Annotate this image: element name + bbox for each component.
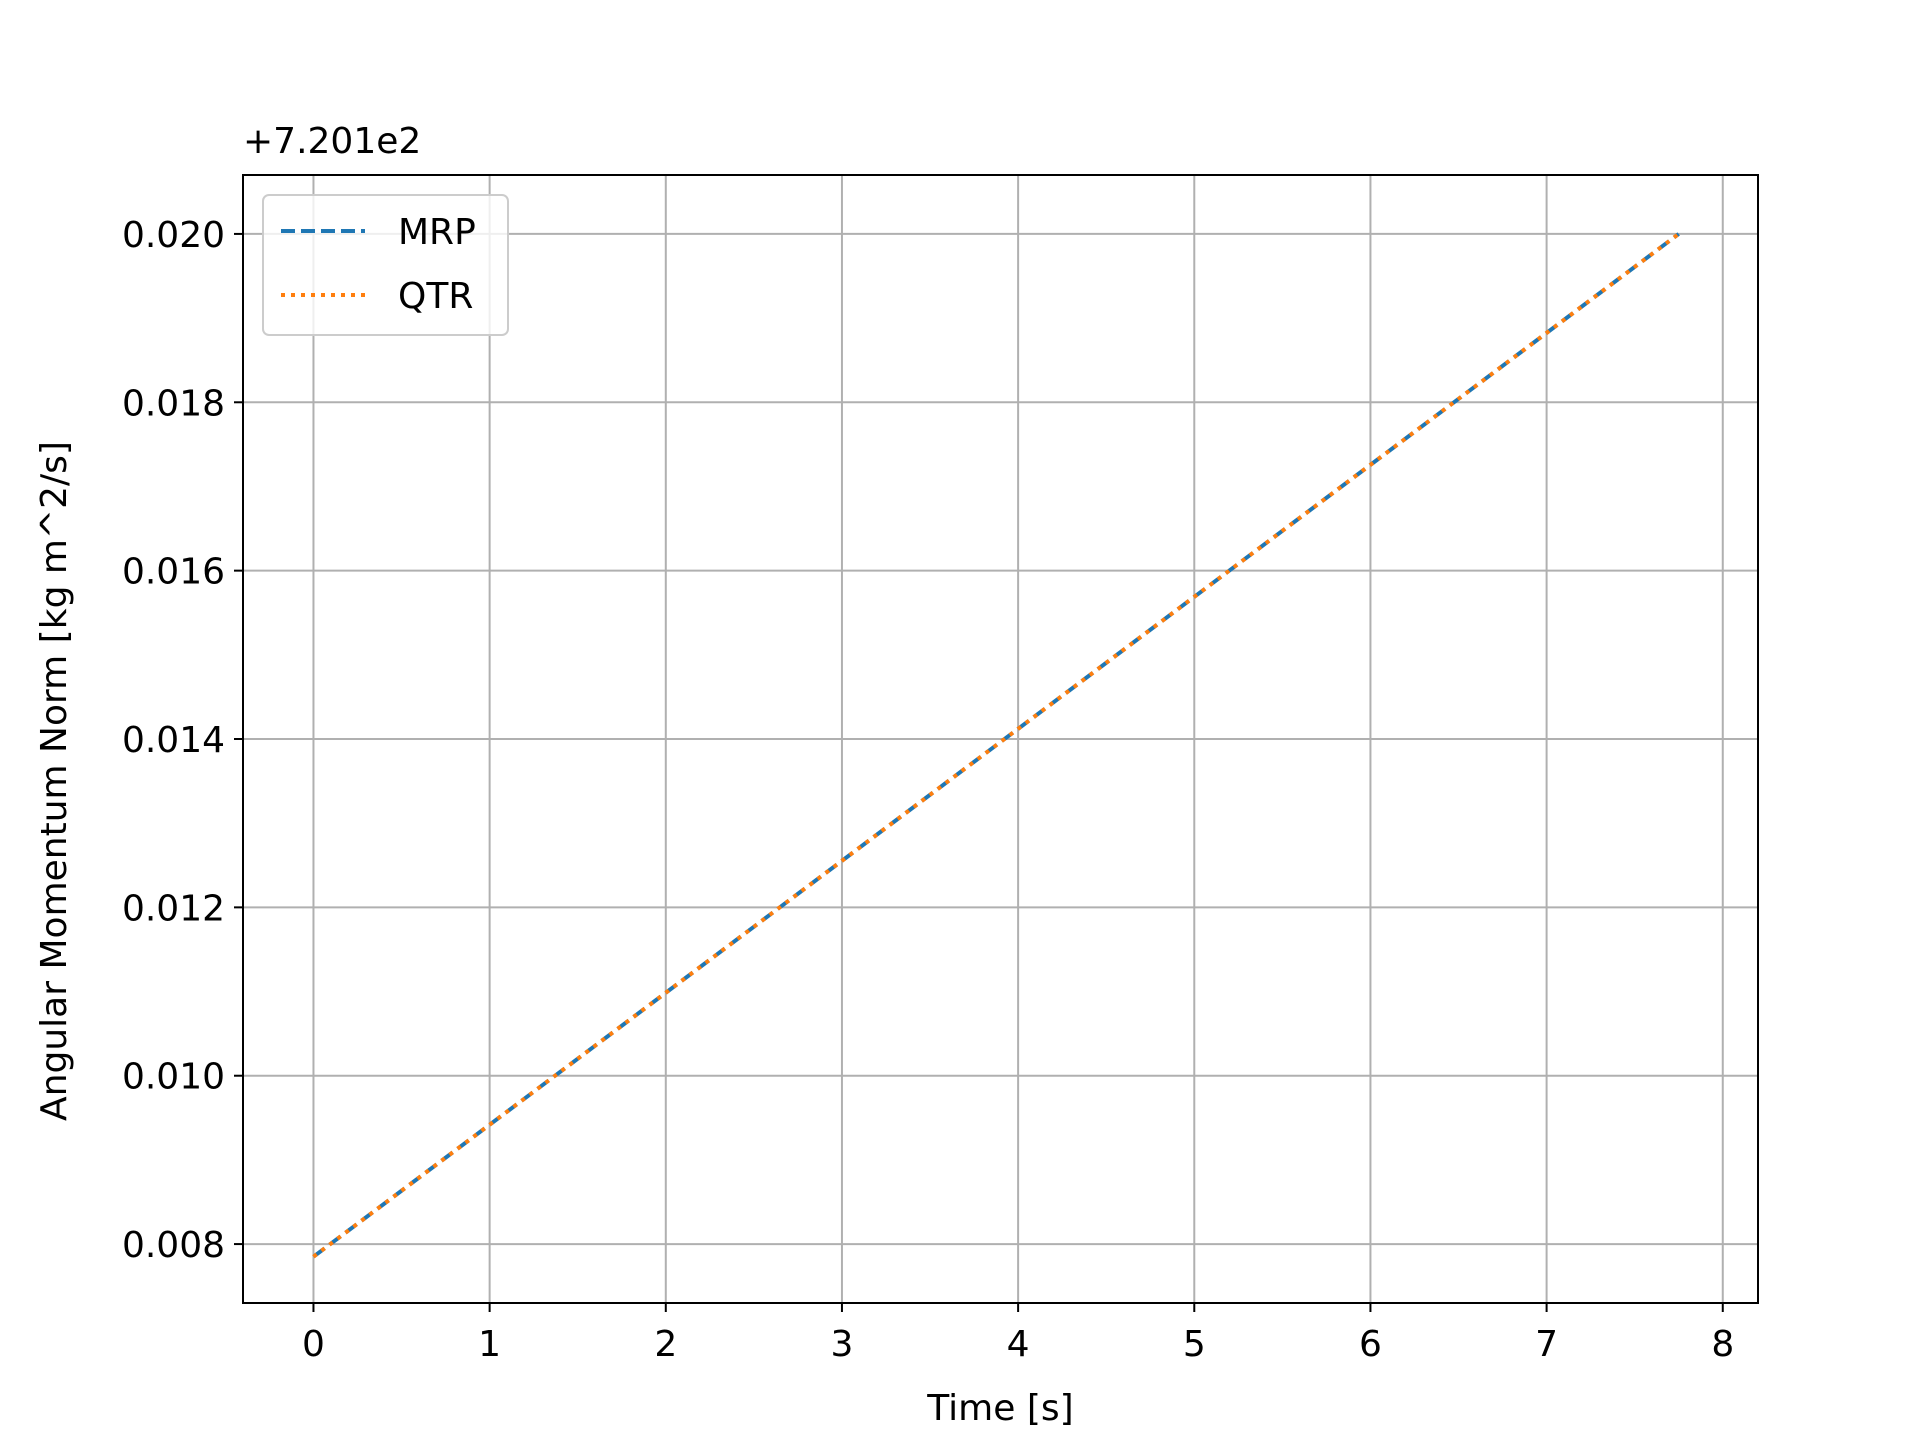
x-tick-label: 5	[1183, 1324, 1206, 1365]
ticks: 0 1 2 3 4 5 6 7 8 0.008 0.010 0.012 0.014 0.016 0.018 0…	[122, 215, 1734, 1365]
x-tick-label: 3	[831, 1324, 854, 1365]
x-tick-label: 1	[478, 1324, 501, 1365]
legend-label-mrp: MRP	[398, 212, 476, 253]
y-axis-offset-label: +7.201e2	[243, 121, 421, 162]
y-tick-label: 0.016	[122, 552, 225, 593]
x-tick-label: 6	[1359, 1324, 1382, 1365]
grid	[243, 175, 1758, 1303]
x-tick-label: 0	[302, 1324, 325, 1365]
x-tick-label: 4	[1007, 1324, 1030, 1365]
y-tick-label: 0.014	[122, 720, 225, 761]
y-tick-label: 0.018	[122, 383, 225, 424]
y-axis-label: Angular Momentum Norm [kg m^2/s]	[34, 441, 75, 1121]
x-tick-label: 2	[654, 1324, 677, 1365]
x-tick-label: 8	[1711, 1324, 1734, 1365]
x-axis-label: Time [s]	[926, 1388, 1073, 1429]
series-layer	[312, 232, 1680, 1259]
legend-label-qtr: QTR	[398, 276, 473, 317]
y-tick-label: 0.012	[122, 888, 225, 929]
x-tick-label: 7	[1535, 1324, 1558, 1365]
series-line-qtr	[312, 232, 1680, 1259]
legend: MRP QTR	[262, 194, 509, 336]
y-tick-label: 0.008	[122, 1225, 225, 1266]
y-tick-label: 0.020	[122, 215, 225, 256]
y-tick-label: 0.010	[122, 1057, 225, 1098]
